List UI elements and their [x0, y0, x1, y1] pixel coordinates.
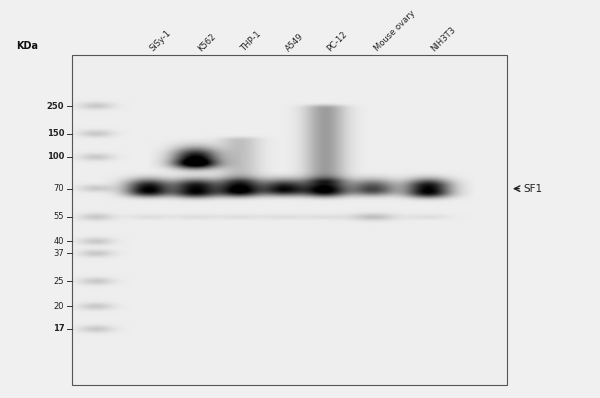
- Text: NIH3T3: NIH3T3: [428, 25, 457, 53]
- Text: 55: 55: [53, 212, 64, 221]
- Text: SF1: SF1: [524, 183, 543, 194]
- Text: SiSy-1: SiSy-1: [148, 28, 173, 53]
- Text: 250: 250: [47, 101, 64, 111]
- Text: K562: K562: [196, 31, 217, 53]
- Text: 25: 25: [53, 277, 64, 285]
- Text: 70: 70: [53, 184, 64, 193]
- Text: Mouse ovary: Mouse ovary: [373, 9, 418, 53]
- Text: 40: 40: [53, 237, 64, 246]
- Text: 150: 150: [47, 129, 64, 138]
- Text: 100: 100: [47, 152, 64, 161]
- Text: KDa: KDa: [16, 41, 38, 51]
- Text: 37: 37: [53, 248, 64, 258]
- Text: PC-12: PC-12: [325, 29, 349, 53]
- Text: A549: A549: [284, 31, 305, 53]
- Text: THP-1: THP-1: [239, 29, 263, 53]
- Text: 17: 17: [53, 324, 64, 334]
- Bar: [72, 55, 507, 385]
- Text: 20: 20: [53, 302, 64, 311]
